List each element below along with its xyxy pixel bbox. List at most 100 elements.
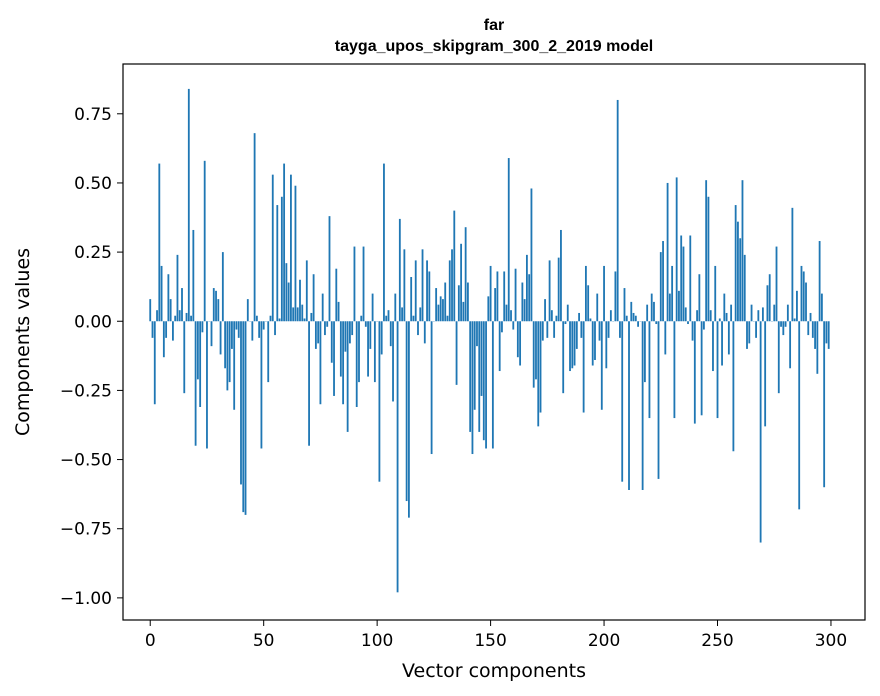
bar xyxy=(646,304,649,322)
bar xyxy=(496,271,499,322)
bar xyxy=(206,321,208,449)
bar xyxy=(687,321,689,325)
bar xyxy=(684,307,687,322)
y-tick-label: 0.25 xyxy=(74,243,112,263)
bar xyxy=(253,133,256,322)
bar xyxy=(589,318,592,322)
bar xyxy=(335,268,338,322)
bar xyxy=(172,321,174,341)
bar xyxy=(773,304,776,322)
bar xyxy=(303,318,306,322)
bar xyxy=(285,263,288,322)
bar xyxy=(777,321,780,394)
bar xyxy=(525,254,528,322)
bar xyxy=(580,321,583,338)
bar xyxy=(464,227,467,322)
bar xyxy=(196,321,199,380)
bar xyxy=(714,265,717,322)
bar xyxy=(469,321,472,432)
bar xyxy=(260,321,263,449)
bar xyxy=(319,321,322,405)
bar xyxy=(423,321,426,344)
bar xyxy=(741,180,744,322)
bar xyxy=(655,321,658,325)
chart-subtitle: tayga_upos_skipgram_300_2_2019 model xyxy=(335,38,653,55)
bar xyxy=(607,321,610,338)
bar xyxy=(825,321,828,344)
bar xyxy=(385,315,388,322)
bar xyxy=(305,260,308,322)
bar xyxy=(185,312,188,322)
bar xyxy=(757,310,760,322)
bar xyxy=(314,321,317,349)
bar xyxy=(755,321,757,338)
y-tick-label: −0.50 xyxy=(60,451,112,471)
bar xyxy=(530,188,533,322)
bar xyxy=(290,174,292,322)
bar xyxy=(235,321,238,330)
bar xyxy=(555,315,558,322)
bar xyxy=(210,321,213,347)
bar xyxy=(707,196,710,322)
bar xyxy=(623,288,626,322)
bar xyxy=(446,315,449,322)
bar xyxy=(619,321,621,338)
bar xyxy=(569,321,571,372)
bar xyxy=(437,304,440,322)
bar xyxy=(734,205,737,322)
bar xyxy=(532,321,535,388)
bar xyxy=(412,315,415,322)
x-tick-label: 150 xyxy=(474,631,506,651)
bar xyxy=(730,304,733,322)
x-tick-label: 0 xyxy=(145,631,156,651)
bar xyxy=(435,288,438,322)
bar xyxy=(621,321,624,482)
bar xyxy=(451,249,453,322)
bar xyxy=(373,321,376,383)
bar xyxy=(598,321,601,341)
bar xyxy=(346,321,349,432)
bar xyxy=(153,321,156,405)
bar xyxy=(780,321,782,327)
bar xyxy=(516,321,519,358)
bar xyxy=(410,277,413,322)
bar xyxy=(190,315,192,322)
bar xyxy=(678,290,680,322)
bar xyxy=(287,282,290,322)
bar xyxy=(330,321,333,363)
bar xyxy=(276,205,279,322)
y-axis-ticks: 0.75 0.50 0.25 0.00 −0.25 −0.50 −0.75 −1.00 xyxy=(60,105,123,609)
bar xyxy=(816,321,819,374)
bar xyxy=(426,260,428,322)
bar xyxy=(167,274,170,322)
bar xyxy=(398,218,401,322)
bar xyxy=(805,282,807,322)
bar xyxy=(394,293,397,322)
bar xyxy=(739,238,742,322)
bar xyxy=(310,312,313,322)
bar xyxy=(802,271,805,322)
bar xyxy=(360,315,363,322)
x-tick-label: 100 xyxy=(361,631,393,651)
bar xyxy=(510,310,512,322)
bar xyxy=(591,321,594,366)
bar xyxy=(442,299,444,322)
bar xyxy=(759,321,762,543)
plot-frame xyxy=(122,63,866,621)
bar xyxy=(233,321,236,410)
bar xyxy=(242,321,245,513)
bar xyxy=(317,321,320,344)
x-tick-label: 200 xyxy=(588,631,620,651)
bar xyxy=(448,260,451,322)
bar xyxy=(176,254,179,322)
bar xyxy=(564,321,567,325)
bar xyxy=(698,274,701,322)
bar xyxy=(383,163,385,322)
bar xyxy=(215,290,217,322)
bar xyxy=(727,321,730,355)
bar xyxy=(296,307,299,322)
bar xyxy=(453,210,456,322)
bar xyxy=(367,321,369,377)
bar xyxy=(827,321,830,349)
